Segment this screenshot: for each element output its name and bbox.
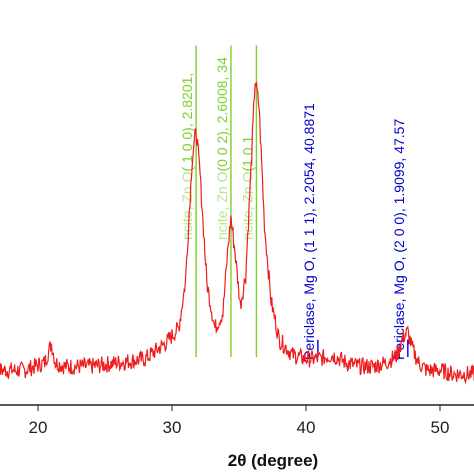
x-tick-label: 50 [431, 418, 450, 437]
x-axis-ticks: 20 30 40 50 [29, 405, 450, 437]
peak-label: ncite, Zn O(0 0 2), 2.6008, 34 [214, 57, 230, 240]
peak-label: Periclase, Mg O, (1 1 1), 2.2054, 40.887… [301, 103, 317, 360]
peak-label: Periclase, Mg O, (2 0 0), 1.9099, 47.57 [391, 119, 407, 360]
x-tick-label: 40 [297, 418, 316, 437]
reference-lines [195, 45, 409, 357]
diffraction-pattern-line [0, 81, 474, 385]
x-tick-label: 20 [29, 418, 48, 437]
peak-annotations: ncite, Zn O( 1 0 0), 2.8201, ncite, Zn O… [179, 57, 407, 360]
x-axis-title: 2θ (degree) [228, 451, 318, 470]
peak-label: ncite, Zn O(1 0 1 [239, 136, 255, 240]
x-tick-label: 30 [163, 418, 182, 437]
